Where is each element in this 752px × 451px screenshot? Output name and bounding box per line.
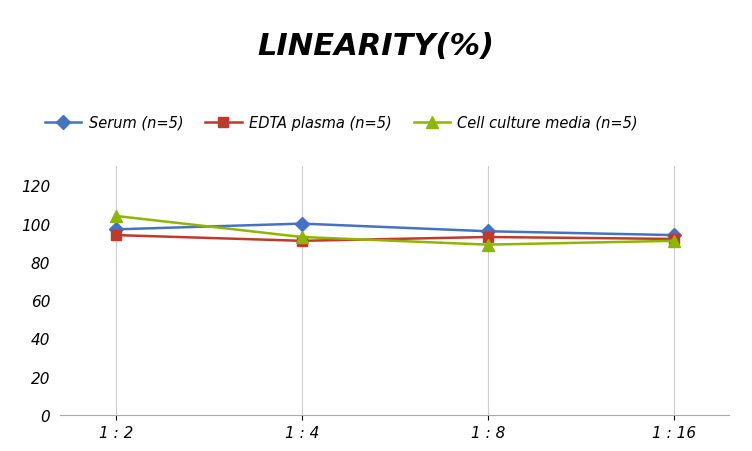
Line: Serum (n=5): Serum (n=5) [111,219,678,240]
Serum (n=5) [111,227,120,233]
Serum (n=5) [669,233,678,238]
Legend: Serum (n=5), EDTA plasma (n=5), Cell culture media (n=5): Serum (n=5), EDTA plasma (n=5), Cell cul… [45,115,638,130]
Line: Cell culture media (n=5): Cell culture media (n=5) [110,210,680,251]
EDTA plasma (n=5) [669,237,678,242]
Cell culture media (n=5) [297,235,306,240]
EDTA plasma (n=5) [111,233,120,238]
Cell culture media (n=5) [669,239,678,244]
Cell culture media (n=5) [111,214,120,219]
Serum (n=5) [484,229,493,235]
Text: LINEARITY(%): LINEARITY(%) [257,32,495,60]
EDTA plasma (n=5) [297,239,306,244]
Line: EDTA plasma (n=5): EDTA plasma (n=5) [111,231,678,246]
Serum (n=5) [297,221,306,227]
EDTA plasma (n=5) [484,235,493,240]
Cell culture media (n=5) [484,242,493,248]
